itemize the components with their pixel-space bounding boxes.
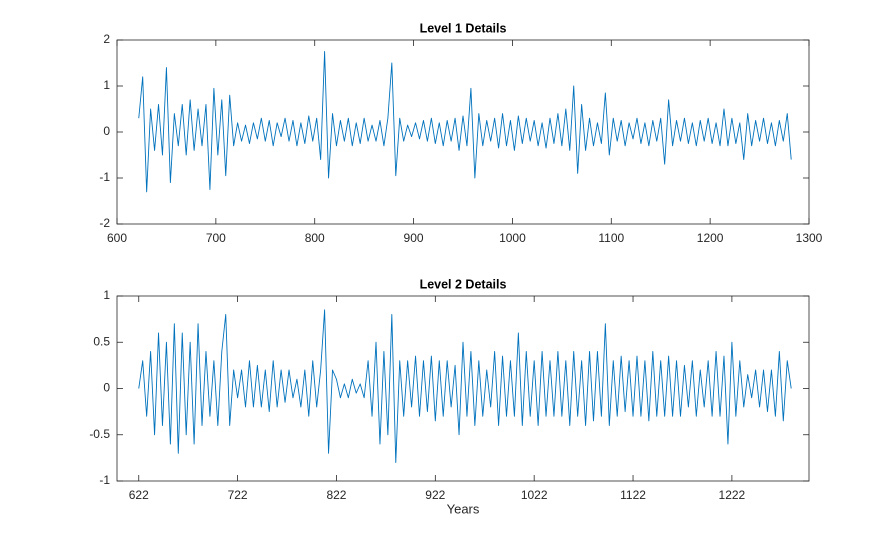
data-line [138,51,792,193]
y-tick-label: -1 [99,473,110,487]
x-tick-label: 900 [404,231,424,245]
y-tick-label: 1 [103,288,110,302]
x-axis-label: Years [447,501,480,516]
x-tick-label: 1022 [521,488,548,502]
axes-box [116,39,810,225]
data-line [138,309,792,463]
x-tick-label: 1222 [719,488,746,502]
chart-title: Level 1 Details [420,21,507,35]
x-tick-label: 722 [228,488,248,502]
y-tick-label: 2 [103,32,110,46]
x-tick-label: 1200 [697,231,724,245]
chart-title: Level 2 Details [420,277,507,291]
x-tick-label: 922 [425,488,445,502]
axes-box [116,295,810,482]
x-tick-label: 1000 [499,231,526,245]
y-tick-label: -2 [99,216,110,230]
x-tick-label: 700 [206,231,226,245]
x-tick-label: 1122 [620,488,646,502]
x-tick-label: 800 [305,231,325,245]
x-tick-label: 1100 [598,231,624,245]
y-tick-label: 0 [103,381,110,395]
y-tick-label: 0.5 [93,334,110,348]
y-tick-label: -0.5 [89,427,110,441]
x-tick-label: 1300 [796,231,823,245]
x-tick-label: 600 [107,231,127,245]
x-tick-label: 622 [129,488,149,502]
y-tick-label: 1 [103,78,110,92]
y-tick-label: -1 [99,170,110,184]
y-tick-label: 0 [103,124,110,138]
x-tick-label: 822 [326,488,346,502]
